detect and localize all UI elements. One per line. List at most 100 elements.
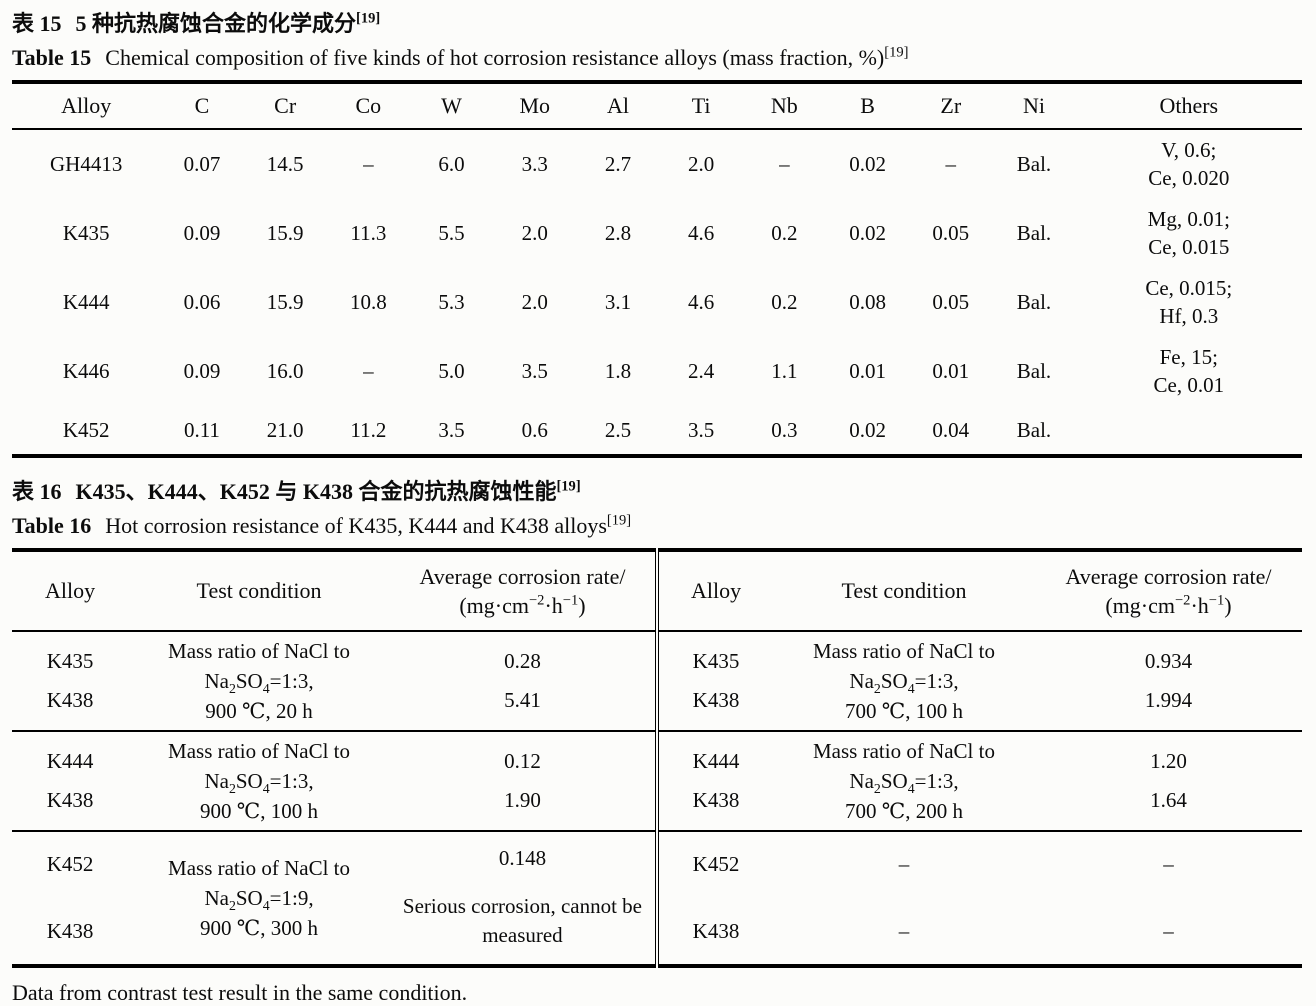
table15-caption-zh-label: 表 15: [12, 11, 62, 36]
cell-c: 0.09: [183, 359, 221, 383]
column-header-alloy-left: Alloy: [12, 550, 129, 632]
table16-row-group: K435 K438 Mass ratio of NaCl to Na2SO4=1:…: [12, 631, 1302, 732]
cell-rate: 0.28 5.41: [389, 631, 657, 732]
table16: Alloy Test condition Average corrosion r…: [12, 548, 1302, 968]
cell-b: 0.02: [849, 417, 886, 442]
cell-alloys: K435 K438: [12, 631, 129, 732]
table16-row-group: K452 K438 Mass ratio of NaCl to Na2SO4=1:…: [12, 831, 1302, 966]
column-header-al: Al: [576, 82, 660, 130]
table16-caption-zh: 表 16 K435、K444、K452 与 K438 合金的抗热腐蚀性能[19]: [12, 476, 1302, 507]
table15-caption-en-text: Chemical composition of five kinds of ho…: [105, 45, 885, 70]
cell-cr: 14.5: [266, 152, 304, 176]
cell-co: 10.8: [349, 290, 387, 314]
column-header-rate-right: Average corrosion rate/(mg·cm−2·h−1): [1034, 550, 1302, 632]
cell-b: 0.01: [849, 359, 886, 383]
cell-c: 0.11: [183, 417, 220, 442]
cell-alloys: K452 K438: [46, 852, 94, 943]
cell-rate: 0.12 1.90: [389, 731, 657, 832]
column-header-c: C: [160, 82, 244, 130]
column-header-co: Co: [326, 82, 410, 130]
column-header-w: W: [409, 82, 494, 130]
table15-caption-zh: 表 15 5 种抗热腐蚀合金的化学成分[19]: [12, 8, 1302, 39]
cell-c: 0.06: [183, 290, 221, 314]
table-row: K446 0.09 16.0 – 5.0 3.5 1.8 2.4 1.1 0.0…: [12, 337, 1302, 406]
column-header-rate-left: Average corrosion rate/(mg·cm−2·h−1): [389, 550, 657, 632]
cell-others: Mg, 0.01; Ce, 0.015: [1147, 207, 1230, 259]
cell-ni: Bal.: [1016, 152, 1052, 176]
cell-co: 11.3: [350, 221, 387, 245]
cell-others: Fe, 15; Ce, 0.01: [1153, 345, 1225, 397]
cell-co: 11.2: [350, 417, 387, 442]
table15-caption-zh-text: 5 种抗热腐蚀合金的化学成分: [75, 11, 357, 36]
cell-zr: 0.04: [932, 417, 970, 442]
table16-caption-zh-text: K435、K444、K452 与 K438 合金的抗热腐蚀性能: [75, 479, 557, 504]
cell-condition: Mass ratio of NaCl to Na2SO4=1:3, 900 ℃,…: [128, 631, 390, 732]
table-row: K435 0.09 15.9 11.3 5.5 2.0 2.8 4.6 0.2 …: [12, 199, 1302, 268]
cell-al: 3.1: [604, 290, 632, 314]
cell-ti: 2.4: [688, 359, 715, 383]
cell-co: –: [363, 359, 374, 383]
column-header-alloy-right: Alloy: [654, 550, 774, 632]
cell-w: 5.5: [438, 221, 465, 245]
cell-w: 5.0: [438, 359, 465, 383]
cell-rate: 0.148 Serious corrosion, cannot be measur…: [402, 846, 643, 947]
column-header-others: Others: [1075, 82, 1302, 130]
cell-al: 2.8: [604, 221, 632, 245]
cell-c: 0.07: [183, 152, 221, 176]
cell-alloys: K452 K438: [654, 831, 774, 966]
cell-condition: Mass ratio of NaCl to Na2SO4=1:3, 700 ℃,…: [773, 731, 1035, 832]
cell-cr: 15.9: [266, 290, 304, 314]
cell-alloy: K446: [62, 359, 110, 383]
column-header-ni: Ni: [992, 82, 1076, 130]
table-row: K444 0.06 15.9 10.8 5.3 2.0 3.1 4.6 0.2 …: [12, 268, 1302, 337]
cell-c: 0.09: [183, 221, 221, 245]
column-header-cr: Cr: [243, 82, 327, 130]
table15: Alloy C Cr Co W Mo Al Ti Nb B Zr Ni Othe…: [12, 80, 1302, 458]
cell-rate: 1.20 1.64: [1034, 731, 1302, 832]
cell-cr: 15.9: [266, 221, 304, 245]
cell-ni: Bal.: [1016, 359, 1052, 383]
table15-caption-zh-ref: [19]: [356, 10, 381, 27]
cell-ni: Bal.: [1016, 221, 1052, 245]
cell-zr: –: [945, 152, 957, 176]
cell-rate: – –: [1163, 852, 1174, 943]
table16-caption-en-ref: [19]: [606, 512, 632, 529]
cell-ni: Bal.: [1016, 290, 1052, 314]
cell-nb: 1.1: [771, 359, 798, 383]
cell-rate: 0.934 1.994: [1034, 631, 1302, 732]
table16-caption-en: Table 16 Hot corrosion resistance of K435…: [12, 510, 1302, 541]
cell-mo: 0.6: [521, 417, 548, 442]
cell-b: 0.02: [849, 221, 886, 245]
cell-zr: 0.05: [932, 290, 970, 314]
cell-alloy: K435: [62, 221, 110, 245]
column-header-condition-right: Test condition: [773, 550, 1035, 632]
table-row: GH4413 0.07 14.5 – 6.0 3.3 2.7 2.0 – 0.0…: [12, 129, 1302, 199]
table16-caption-en-text: Hot corrosion resistance of K435, K444 a…: [105, 513, 607, 538]
cell-ti: 2.0: [688, 152, 715, 176]
table15-caption-en-label: Table 15: [12, 45, 92, 70]
cell-ti: 4.6: [688, 290, 715, 314]
cell-nb: 0.2: [771, 290, 798, 314]
cell-ti: 3.5: [688, 417, 715, 442]
cell-co: –: [363, 152, 374, 176]
column-header-nb: Nb: [742, 82, 826, 130]
table16-caption-en-label: Table 16: [12, 513, 92, 538]
cell-cr: 16.0: [266, 359, 304, 383]
cell-others: V, 0.6; Ce, 0.020: [1148, 138, 1230, 190]
cell-alloy: K452: [62, 417, 110, 442]
cell-b: 0.08: [849, 290, 886, 314]
cell-mo: 3.5: [521, 359, 548, 383]
cell-al: 2.5: [604, 417, 632, 442]
cell-b: 0.02: [849, 152, 886, 176]
cell-nb: –: [779, 152, 790, 176]
cell-al: 1.8: [604, 359, 632, 383]
column-header-zr: Zr: [909, 82, 993, 130]
table16-caption-zh-ref: [19]: [556, 478, 581, 495]
table15-header-row: Alloy C Cr Co W Mo Al Ti Nb B Zr Ni Othe…: [12, 82, 1302, 130]
table16-footnote: Data from contrast test result in the sa…: [12, 980, 468, 1005]
cell-nb: 0.2: [771, 221, 798, 245]
cell-cr: 21.0: [266, 417, 304, 442]
cell-mo: 3.3: [521, 152, 548, 176]
cell-nb: 0.3: [771, 417, 798, 442]
